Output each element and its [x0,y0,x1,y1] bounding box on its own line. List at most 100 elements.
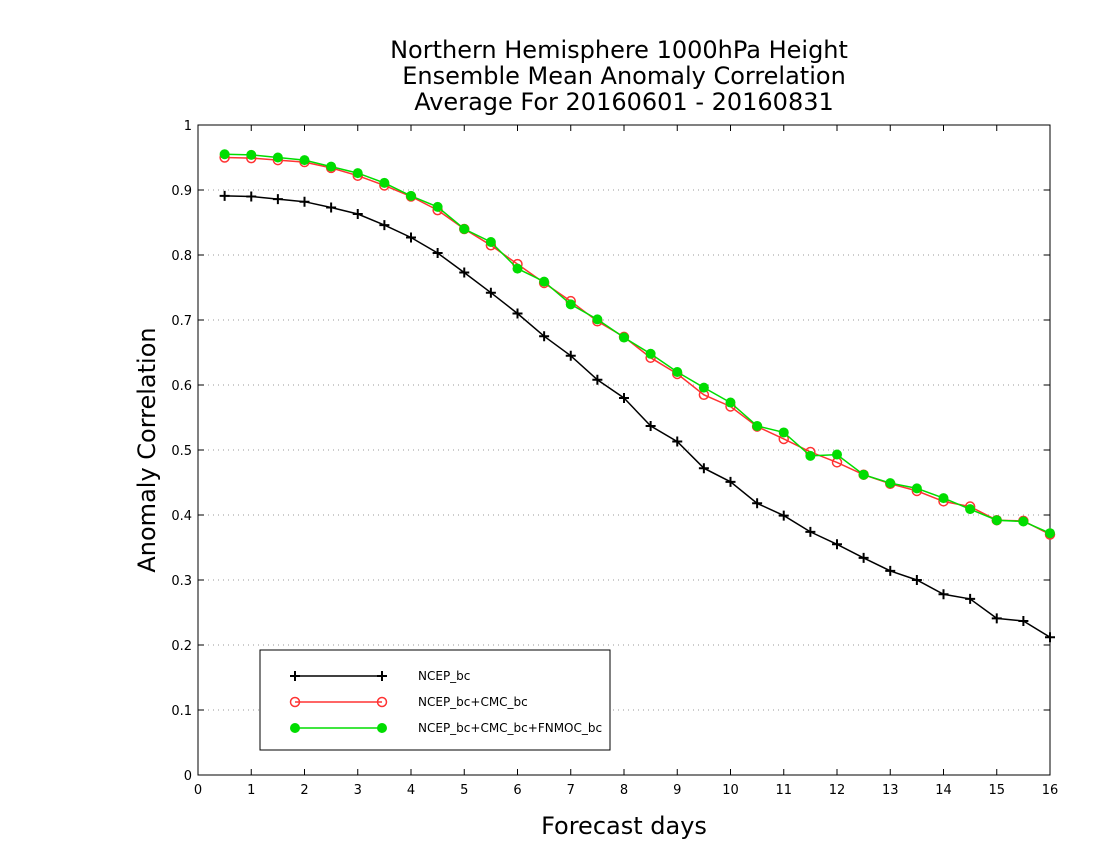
y-tick-label: 0.9 [171,184,192,199]
x-tick-label: 14 [935,783,952,798]
series-0 [219,190,1055,643]
data-point [379,177,390,188]
x-tick-label: 15 [988,783,1005,798]
data-point [938,493,949,504]
data-point [352,209,363,220]
data-point [1045,632,1055,643]
data-point [326,161,337,172]
x-tick-label: 9 [673,783,681,798]
y-tick-label: 0 [184,769,192,784]
data-point [645,348,656,359]
data-point [965,504,976,515]
data-point [698,463,709,474]
y-axis-label: Anomaly Correlation [133,327,161,572]
x-tick-label: 16 [1042,783,1059,798]
data-point [1045,528,1055,539]
data-point [459,267,470,278]
y-tick-label: 0.2 [171,639,192,654]
data-point [485,287,496,298]
series-line [224,195,1051,638]
y-tick-label: 1 [184,119,192,134]
data-point [432,248,443,259]
data-point [379,220,390,231]
data-point [592,374,603,385]
data-point [272,152,283,163]
data-point [246,191,257,202]
x-tick-label: 1 [247,783,255,798]
data-point [485,237,496,247]
x-tick-label: 10 [722,783,739,798]
x-tick-label: 4 [407,783,415,798]
data-point [965,593,976,604]
data-point [565,299,576,310]
data-point [991,613,1002,624]
data-point [592,314,603,325]
legend-entry-0: NCEP_bc [290,669,470,683]
data-point [752,420,763,431]
y-tick-label: 0.4 [171,509,192,524]
x-axis-label: Forecast days [541,812,707,840]
y-tick-label: 0.7 [171,314,192,329]
y-tick-label: 0.5 [171,444,192,459]
data-point [619,393,629,403]
data-point [406,190,416,201]
data-point [911,483,922,494]
data-point [539,331,550,342]
chart-title-line-3: Average For 20160601 - 20160831 [414,88,834,116]
data-point [778,427,789,438]
data-point [326,202,337,213]
data-point [698,382,709,393]
y-tick-label: 0.1 [171,704,192,719]
x-tick-label: 13 [882,783,899,798]
data-point [725,476,736,487]
data-point [565,350,576,361]
legend-marker [290,723,300,733]
chart-title: Northern Hemisphere 1000hPa Height Ensem… [390,36,848,116]
data-point [725,397,736,408]
x-tick-label: 12 [829,783,846,798]
data-point [672,367,683,377]
data-point [299,155,310,166]
x-tick-label: 3 [354,783,362,798]
legend-marker [376,696,388,708]
data-point [778,510,789,521]
y-tick-label: 0.8 [171,249,192,264]
x-tick-label: 2 [300,783,308,798]
legend-entry-1: NCEP_bc+CMC_bc [289,695,528,709]
data-point [432,201,443,212]
data-point [512,263,523,274]
data-point [619,332,629,343]
legend-label: NCEP_bc+CMC_bc+FNMOC_bc [418,721,602,735]
data-point [805,526,816,537]
x-tick-label: 7 [567,783,575,798]
x-axis-ticks: 0 1 2 3 4 5 6 7 8 9 10 11 12 13 14 15 16 [194,125,1058,798]
data-point [645,420,656,431]
y-axis-ticks: 0 0.1 0.2 0.3 0.4 0.5 0.6 0.7 0.8 0.9 1 [171,119,1050,784]
data-point [1018,615,1029,626]
legend-label: NCEP_bc+CMC_bc [418,695,528,709]
data-point [406,232,416,243]
data-point [885,565,896,576]
data-point [805,450,816,461]
legend-entry-2: NCEP_bc+CMC_bc+FNMOC_bc [290,721,602,735]
data-point [512,308,523,319]
data-point [246,149,257,160]
gridlines [198,189,1050,711]
y-tick-label: 0.6 [171,379,192,394]
x-tick-label: 6 [513,783,521,798]
x-tick-label: 8 [620,783,628,798]
series-2 [219,149,1055,539]
y-tick-label: 0.3 [171,574,192,589]
data-point [991,515,1002,526]
data-point [858,469,869,480]
chart-title-line-1: Northern Hemisphere 1000hPa Height [390,36,848,64]
legend-box [259,649,611,751]
series-layer [219,149,1056,643]
data-point [911,575,922,585]
data-point [752,498,763,509]
x-tick-label: 5 [460,783,468,798]
data-point [832,449,842,460]
legend: NCEP_bc NCEP_bc+CMC_bc NCEP_bc+CMC_bc+FNMO… [259,649,611,751]
data-point [219,190,230,201]
legend-label: NCEP_bc [418,669,470,683]
